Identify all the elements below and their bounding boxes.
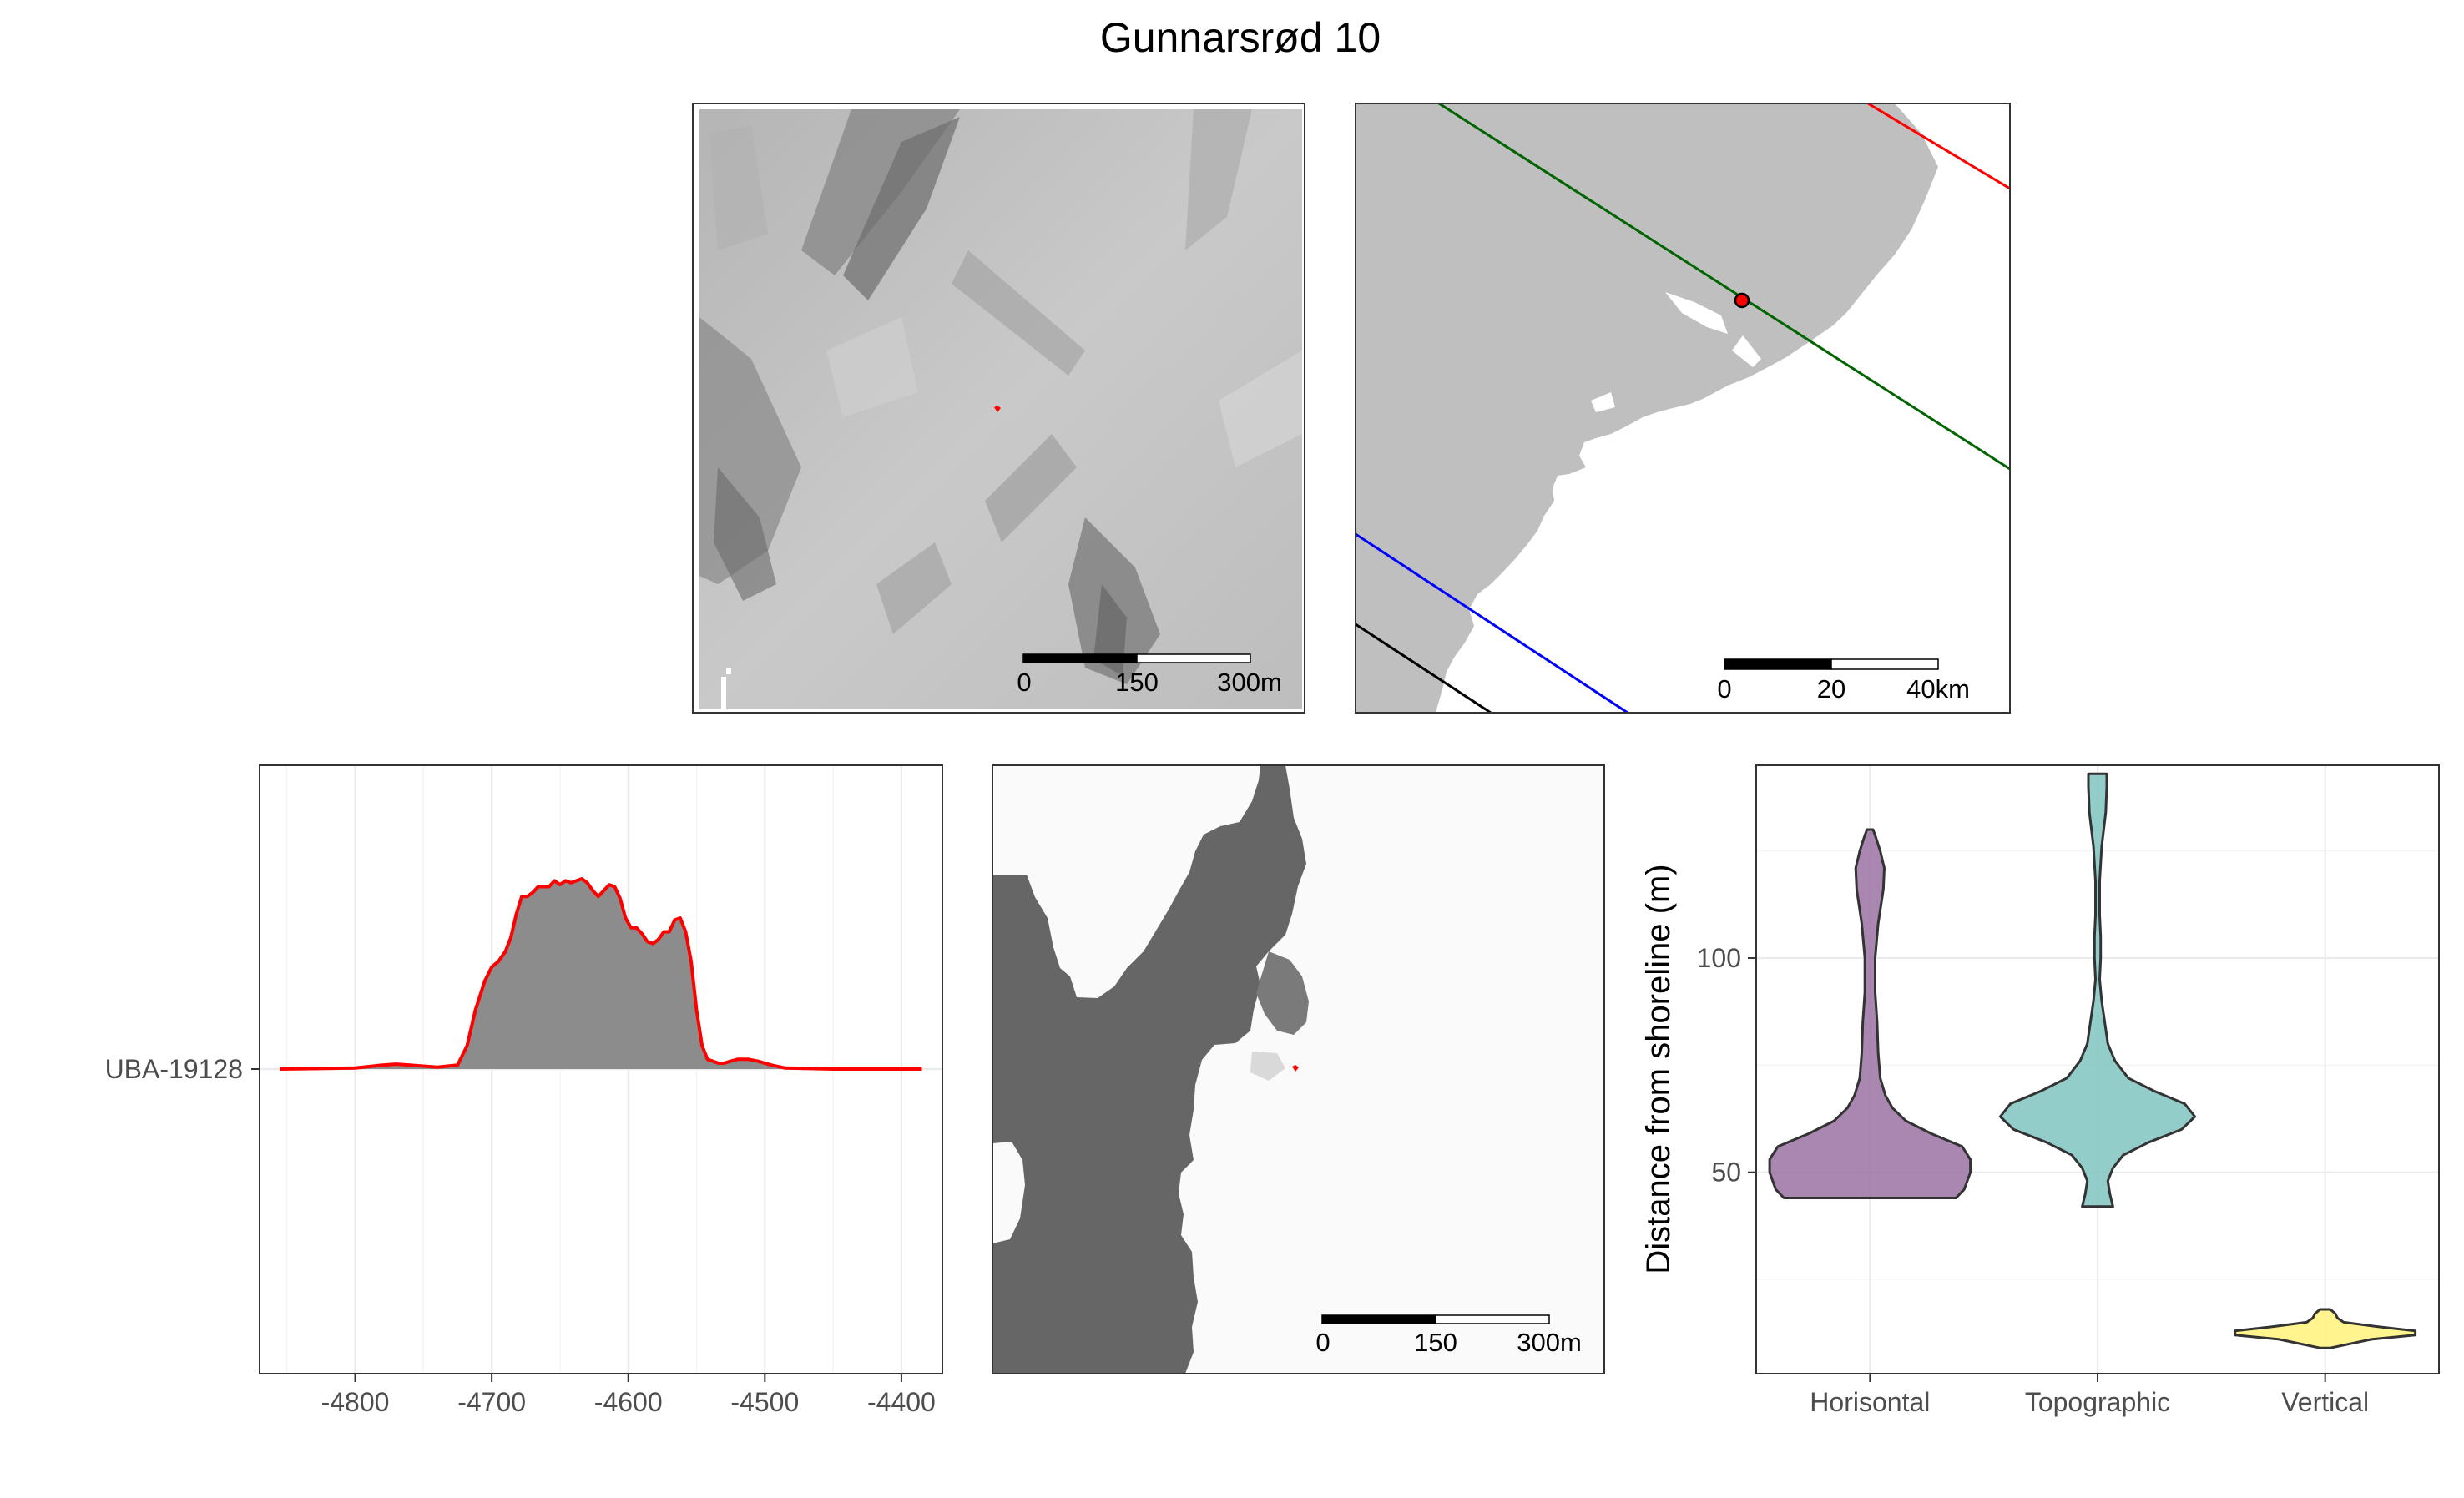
sea-raster [992,765,1309,1374]
site-point [1734,292,1750,309]
scalebar-label-start: 0 [1315,1328,1330,1357]
violin-shapes [1768,772,2417,1349]
scalebar-label-mid: 150 [1414,1328,1457,1357]
site-marker [1292,1065,1299,1072]
x-tick-label: Topographic [2025,1387,2170,1417]
sea-level-scalebar: 0 150 300m [1315,1314,1582,1357]
scalebar-segment-empty [1136,653,1251,663]
fjord-cut-2 [1732,335,1761,367]
violin-topographic [1998,772,2197,1208]
x-tick-label: -4800 [321,1387,390,1417]
x-tick-label: -4600 [594,1387,663,1417]
isobase-red [1867,103,2010,190]
raster-edge-artifact [721,677,726,709]
x-tick-label: -4400 [867,1387,936,1417]
figure-title: Gunnarsrød 10 [1100,14,1381,61]
fjord-cut-3 [1920,103,2010,167]
hillshade-map-panel: 0 150 300m [692,103,1305,714]
scalebar-label-mid: 20 [1817,674,1845,704]
date-density-panel: -4800 -4700 -4600 -4500 -4400 UBA-19128 [105,764,943,1417]
x-tick-label: -4500 [730,1387,799,1417]
isobase-blue [1356,532,1628,713]
sea-level-map-panel: 0 150 300m [992,764,1605,1374]
scalebar-label-mid: 150 [1115,668,1159,697]
violin-horisontal [1768,828,1972,1199]
x-tick-label: -4700 [457,1387,526,1417]
violin-y-axis-title: Distance from shoreline (m) [1640,864,1677,1274]
hillshade-scalebar: 0 150 300m [1017,653,1282,697]
scalebar-segment-filled [1022,653,1138,663]
overview-map-frame [1355,103,2011,714]
hillshade-map-frame [692,103,1305,714]
sample-label: UBA-19128 [105,1054,243,1084]
overview-map-panel: 0 20 40km [1355,103,2011,714]
fjord-cut-5 [1591,392,1615,412]
overview-scalebar: 0 20 40km [1717,658,1970,704]
violin-x-axis: Horisontal Topographic Vertical [1810,1374,2369,1417]
violin-y-axis: 50 100 [1697,943,1756,1188]
land-mass [1356,103,1938,713]
scalebar-label-start: 0 [1717,674,1731,704]
site-marker [994,406,1001,412]
y-tick-label: 100 [1697,943,1741,973]
scalebar-segment-filled [1321,1314,1436,1324]
scalebar-label-end: 40km [1906,674,1970,704]
fjord-cut-1 [1665,292,1728,334]
isobase-green [1438,103,2010,471]
scalebar-segment-empty [1435,1314,1550,1324]
scalebar-label-start: 0 [1017,668,1031,697]
sea-level-map-frame [992,764,1605,1374]
density-line [280,877,922,1071]
hillshade-raster [699,109,1302,709]
violin-panel: Horisontal Topographic Vertical 50 100 Dist… [1640,764,2440,1417]
raster-edge-artifact-2 [726,668,731,674]
density-y-axis: UBA-19128 [105,1054,260,1084]
violin-vertical [2234,1308,2417,1349]
isobase-black [1356,623,1492,713]
scalebar-label-end: 300m [1517,1328,1582,1357]
fjord-cut-4 [1926,194,1945,217]
density-area [280,879,922,1069]
scalebar-segment-filled [1724,658,1832,670]
scalebar-segment-empty [1830,658,1939,670]
x-tick-label: Horisontal [1810,1387,1930,1417]
scalebar-label-end: 300m [1217,668,1282,697]
density-x-axis: -4800 -4700 -4600 -4500 -4400 [321,1374,936,1417]
y-tick-label: 50 [1711,1158,1741,1188]
x-tick-label: Vertical [2281,1387,2369,1417]
